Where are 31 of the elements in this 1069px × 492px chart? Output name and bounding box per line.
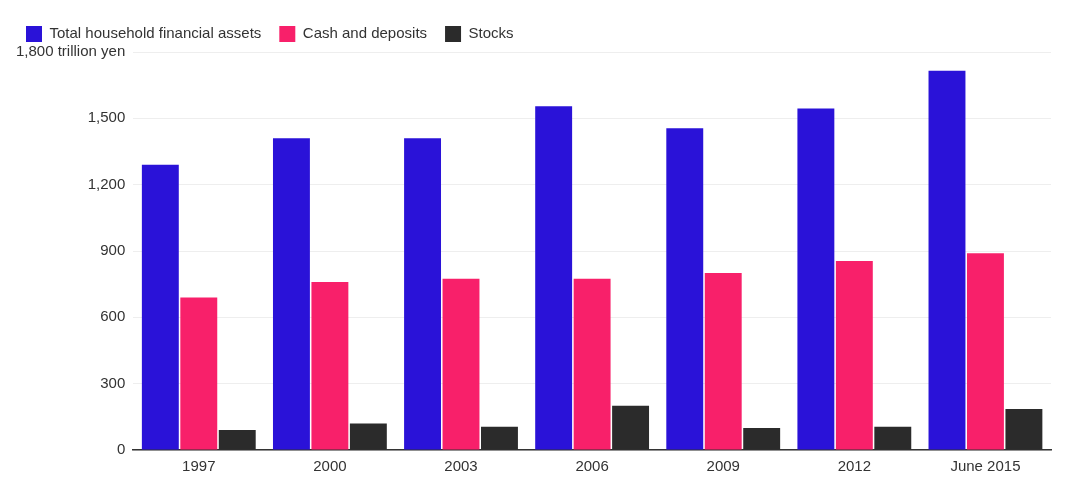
x-tick-label: 2000: [313, 457, 347, 475]
bar: [442, 278, 480, 450]
bar: [966, 253, 1004, 450]
x-tick-label: 2012: [837, 457, 872, 475]
y-tick-label: 1,800 trillion yen: [16, 42, 126, 60]
y-tick-label: 600: [100, 307, 126, 325]
x-tick-label: 2009: [706, 457, 740, 475]
y-tick-label: 1,500: [87, 108, 126, 126]
x-tick-label: 1997: [182, 457, 216, 475]
bar: [666, 128, 704, 450]
y-tick-label: 300: [100, 373, 126, 391]
bar: [797, 108, 835, 450]
bar: [311, 281, 349, 450]
bar: [928, 70, 966, 450]
y-tick-label: 0: [116, 440, 126, 458]
y-tick-label: 900: [100, 241, 126, 259]
legend-label: Total household financial assets: [49, 24, 262, 42]
bar: [141, 164, 179, 450]
bar: [835, 260, 873, 450]
bar: [573, 278, 611, 450]
legend-label: Cash and deposits: [302, 24, 428, 42]
y-tick-label: 1,200: [87, 174, 126, 192]
bar: [535, 106, 573, 450]
x-tick-label: June 2015: [950, 457, 1021, 475]
x-tick-label: 2003: [444, 457, 478, 475]
bar: [272, 138, 310, 450]
bar: [404, 138, 442, 450]
bar: [180, 297, 218, 450]
x-tick-label: 2006: [575, 457, 609, 475]
bar: [704, 273, 742, 450]
legend-label: Stocks: [468, 24, 514, 42]
